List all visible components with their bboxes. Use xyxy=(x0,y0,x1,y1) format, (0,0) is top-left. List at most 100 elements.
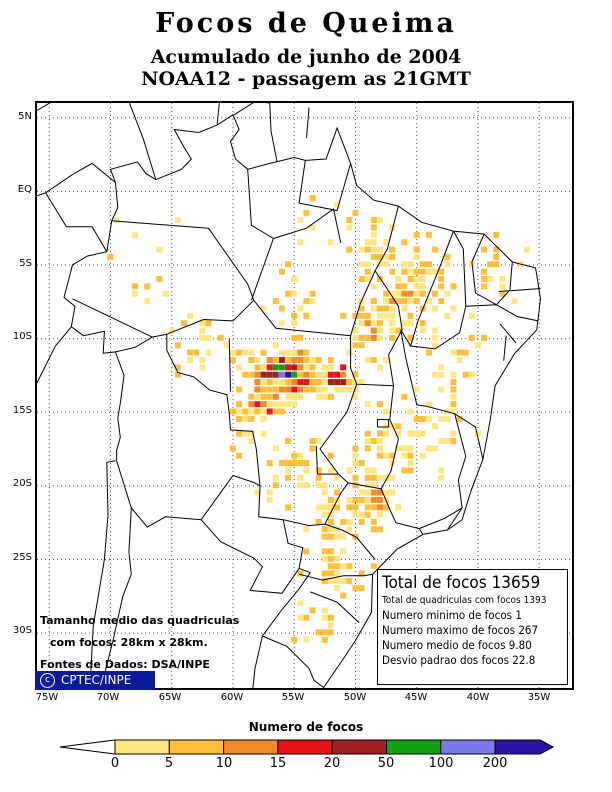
fire-cell xyxy=(315,504,322,511)
fire-cell xyxy=(334,563,341,570)
fire-cell xyxy=(383,305,390,312)
fire-cell xyxy=(444,253,451,260)
fire-cell xyxy=(303,349,310,356)
fire-cell xyxy=(346,217,353,224)
fire-cell xyxy=(383,430,390,437)
fire-cell xyxy=(303,312,310,319)
fire-cell xyxy=(107,253,114,260)
fire-cell xyxy=(272,474,279,481)
fire-cell xyxy=(376,452,383,459)
fire-cell xyxy=(334,489,341,496)
fire-cell xyxy=(309,364,316,371)
fire-cell xyxy=(334,202,341,209)
state-border xyxy=(298,160,352,212)
fire-cell xyxy=(425,401,432,408)
fire-cell xyxy=(266,489,273,496)
legend-tick-100: 100 xyxy=(428,756,454,771)
fire-cell xyxy=(370,239,377,246)
fire-cell xyxy=(364,320,371,327)
fire-cell xyxy=(438,364,445,371)
fire-cell xyxy=(407,334,414,341)
fire-cell xyxy=(334,379,341,386)
neighbor-border xyxy=(233,103,278,162)
fire-cell xyxy=(248,430,255,437)
neighbor-border xyxy=(116,460,261,528)
fire-cell xyxy=(419,415,426,422)
max-fires: Numero maximo de focos 267 xyxy=(382,623,539,637)
fire-cell xyxy=(389,290,396,297)
legend-tick-5: 5 xyxy=(164,756,174,771)
fire-cell xyxy=(419,320,426,327)
fire-cell xyxy=(266,371,273,378)
fire-cell xyxy=(266,364,273,371)
fire-cell xyxy=(266,379,273,386)
fire-cell xyxy=(432,305,439,312)
fire-cell xyxy=(291,452,298,459)
fire-cell xyxy=(401,467,408,474)
fire-cell xyxy=(303,614,310,621)
fire-cell xyxy=(346,577,353,584)
fire-cell xyxy=(297,334,304,341)
fire-cell xyxy=(376,253,383,260)
fire-cell xyxy=(438,474,445,481)
fire-cell xyxy=(285,379,292,386)
fire-cell xyxy=(364,474,371,481)
fire-cell xyxy=(364,430,371,437)
fire-cell xyxy=(499,290,506,297)
lon-label-75w: 75W xyxy=(35,692,59,703)
fire-cell xyxy=(327,629,334,636)
fire-cell xyxy=(432,445,439,452)
fire-cell xyxy=(493,246,500,253)
fire-cell xyxy=(389,224,396,231)
fire-cell xyxy=(352,496,359,503)
fire-cell xyxy=(315,393,322,400)
fire-cell xyxy=(376,276,383,282)
legend-arrow-max xyxy=(494,739,555,755)
fire-cell xyxy=(364,489,371,496)
fire-cell xyxy=(425,268,432,275)
fire-cell xyxy=(321,570,328,577)
state-border xyxy=(228,338,231,392)
fire-cell xyxy=(254,489,261,496)
fire-cell xyxy=(113,217,120,224)
state-border xyxy=(471,233,513,306)
fire-cell xyxy=(364,445,371,452)
fire-cell xyxy=(266,386,273,393)
fire-cell xyxy=(370,504,377,511)
fire-cell xyxy=(199,357,206,363)
fire-cell xyxy=(383,253,390,260)
fire-cell xyxy=(438,283,445,290)
fire-cell xyxy=(401,445,408,452)
fire-cell xyxy=(285,438,292,444)
fire-cell xyxy=(315,386,322,393)
fire-cell xyxy=(364,268,371,275)
lon-label-50w: 50W xyxy=(343,692,367,703)
fire-cell xyxy=(309,445,316,452)
fire-cell xyxy=(352,386,359,393)
fire-cell xyxy=(346,467,353,474)
fire-cell xyxy=(321,482,328,489)
neighbor-border xyxy=(37,162,116,197)
fire-cell xyxy=(364,482,371,489)
fire-cell xyxy=(272,342,279,349)
fire-cell xyxy=(315,438,322,444)
state-border xyxy=(446,413,467,531)
fire-cell xyxy=(340,577,347,584)
fire-cell xyxy=(236,452,243,459)
fire-cell xyxy=(419,276,426,282)
fire-cell xyxy=(383,312,390,319)
fire-cell xyxy=(254,364,261,371)
fire-cell xyxy=(407,467,414,474)
fire-cell xyxy=(364,401,371,408)
fire-cell xyxy=(450,401,457,408)
fire-cell xyxy=(205,349,212,356)
fire-cell xyxy=(217,334,224,341)
fire-cell xyxy=(327,452,334,459)
fire-cell xyxy=(303,482,310,489)
fire-cell xyxy=(450,430,457,437)
fire-cell xyxy=(407,276,414,282)
fire-cell xyxy=(413,430,420,437)
fire-cell xyxy=(370,231,377,238)
fire-cell xyxy=(389,327,396,334)
lat-label-30s: 30S xyxy=(12,625,32,636)
